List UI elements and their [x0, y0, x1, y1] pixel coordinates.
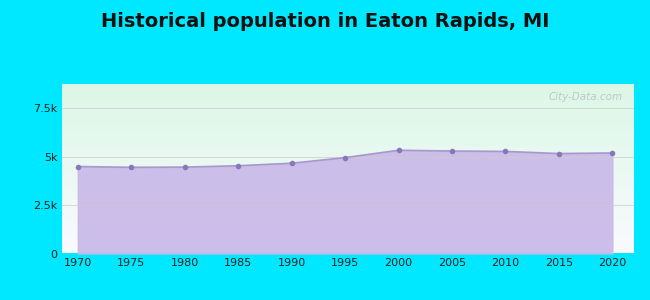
Point — [447, 148, 457, 153]
Text: City-Data.com: City-Data.com — [548, 92, 622, 103]
Point — [500, 149, 511, 154]
Point — [607, 151, 618, 155]
Point — [179, 165, 190, 170]
Point — [126, 165, 136, 170]
Point — [233, 163, 243, 168]
Point — [393, 148, 404, 153]
Point — [73, 164, 83, 169]
Text: Historical population in Eaton Rapids, MI: Historical population in Eaton Rapids, M… — [101, 12, 549, 31]
Point — [554, 151, 564, 156]
Point — [287, 161, 297, 166]
Point — [340, 155, 350, 160]
